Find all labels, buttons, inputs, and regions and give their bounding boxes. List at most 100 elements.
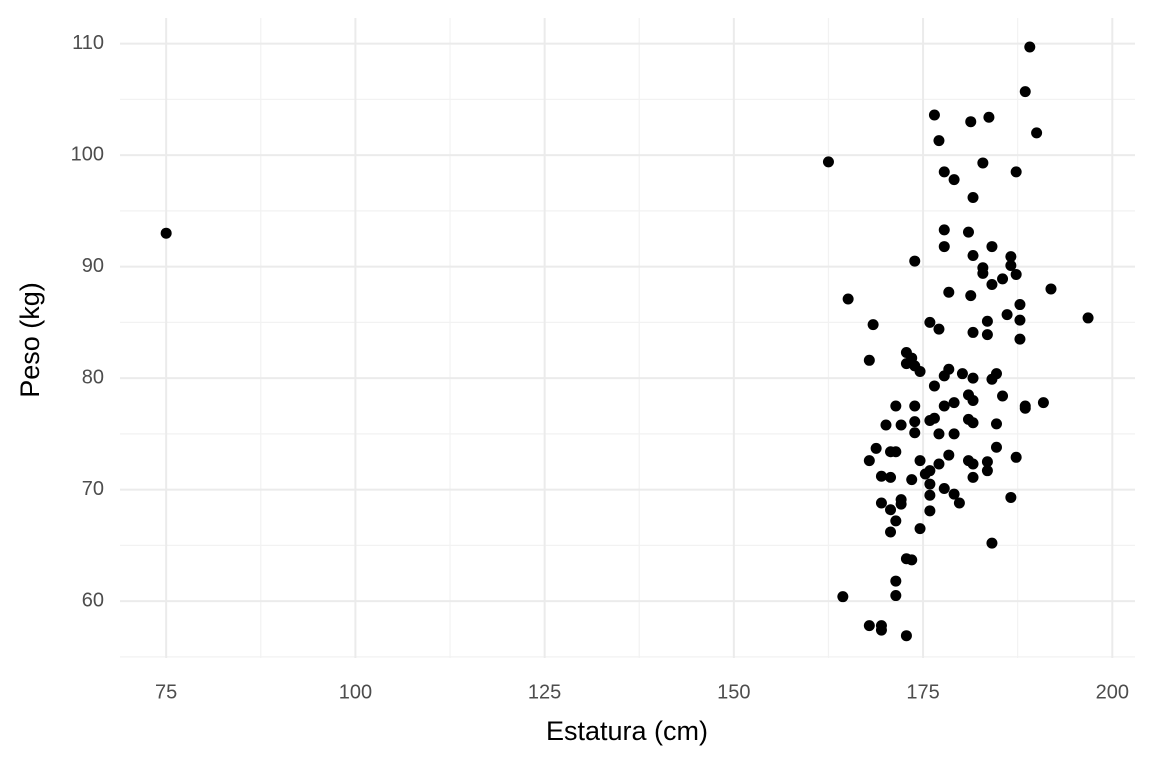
point: [962, 389, 974, 401]
point: [948, 397, 960, 409]
point: [890, 400, 902, 412]
point: [933, 135, 945, 147]
point: [938, 224, 950, 236]
point: [986, 537, 998, 549]
point: [990, 441, 1002, 453]
point: [967, 458, 979, 470]
point: [885, 504, 897, 516]
point: [909, 400, 921, 412]
point: [863, 620, 875, 632]
point: [928, 380, 940, 392]
point: [948, 174, 960, 186]
y-tick-label: 70: [82, 478, 104, 500]
point: [875, 497, 887, 509]
x-tick-label: 125: [528, 681, 561, 703]
point: [867, 319, 879, 331]
point: [924, 489, 936, 501]
point: [1014, 333, 1026, 345]
point: [977, 267, 989, 279]
y-tick-label: 100: [71, 143, 104, 165]
point: [1010, 268, 1022, 280]
point: [981, 329, 993, 341]
y-tick-label: 80: [82, 366, 104, 388]
point: [875, 624, 887, 636]
point: [981, 456, 993, 468]
x-tick-label: 200: [1096, 681, 1129, 703]
x-tick-label: 150: [717, 681, 750, 703]
point: [1037, 397, 1049, 409]
x-axis-title: Estatura (cm): [546, 716, 708, 746]
point: [914, 455, 926, 467]
point: [986, 278, 998, 290]
point: [1014, 314, 1026, 326]
point: [924, 415, 936, 427]
point: [967, 417, 979, 429]
point: [890, 515, 902, 527]
x-tick-label: 100: [339, 681, 372, 703]
point: [1045, 283, 1057, 295]
point: [870, 442, 882, 454]
point: [938, 166, 950, 178]
point: [938, 241, 950, 253]
y-axis-title: Peso (kg): [15, 282, 45, 398]
point: [948, 488, 960, 500]
point: [967, 326, 979, 338]
point: [948, 428, 960, 440]
point: [890, 446, 902, 458]
point: [1082, 312, 1094, 324]
point: [983, 111, 995, 123]
point: [822, 156, 834, 168]
point: [938, 483, 950, 495]
point: [863, 354, 875, 366]
point: [990, 418, 1002, 430]
point: [938, 370, 950, 382]
point: [895, 498, 907, 510]
point: [1031, 127, 1043, 139]
point: [914, 523, 926, 535]
point: [909, 416, 921, 428]
point: [1019, 402, 1031, 414]
point: [890, 575, 902, 587]
point: [986, 373, 998, 385]
point: [909, 427, 921, 439]
point: [1010, 166, 1022, 178]
y-tick-label: 110: [72, 32, 104, 54]
point: [837, 591, 849, 603]
point: [967, 249, 979, 261]
point: [1005, 260, 1017, 272]
y-tick-label: 60: [82, 589, 104, 611]
point: [967, 372, 979, 384]
point: [924, 478, 936, 490]
point: [1005, 491, 1017, 503]
point: [885, 471, 897, 483]
point: [981, 315, 993, 327]
point: [1010, 451, 1022, 463]
point: [906, 474, 918, 486]
point: [997, 273, 1009, 285]
point: [890, 590, 902, 602]
point: [906, 554, 918, 566]
grid: [120, 18, 1135, 658]
point: [924, 505, 936, 517]
point: [943, 449, 955, 461]
point: [938, 400, 950, 412]
point: [986, 241, 998, 253]
point: [1005, 251, 1017, 263]
point: [967, 192, 979, 204]
x-tick-label: 75: [155, 681, 177, 703]
x-tick-label: 175: [906, 681, 939, 703]
point: [997, 390, 1009, 402]
point: [900, 630, 912, 642]
point: [981, 465, 993, 477]
point: [919, 468, 931, 480]
point: [933, 428, 945, 440]
point: [977, 157, 989, 169]
point: [967, 471, 979, 483]
point: [928, 109, 940, 121]
point: [909, 255, 921, 267]
point: [943, 286, 955, 298]
point: [956, 368, 968, 380]
points: [160, 41, 1094, 642]
